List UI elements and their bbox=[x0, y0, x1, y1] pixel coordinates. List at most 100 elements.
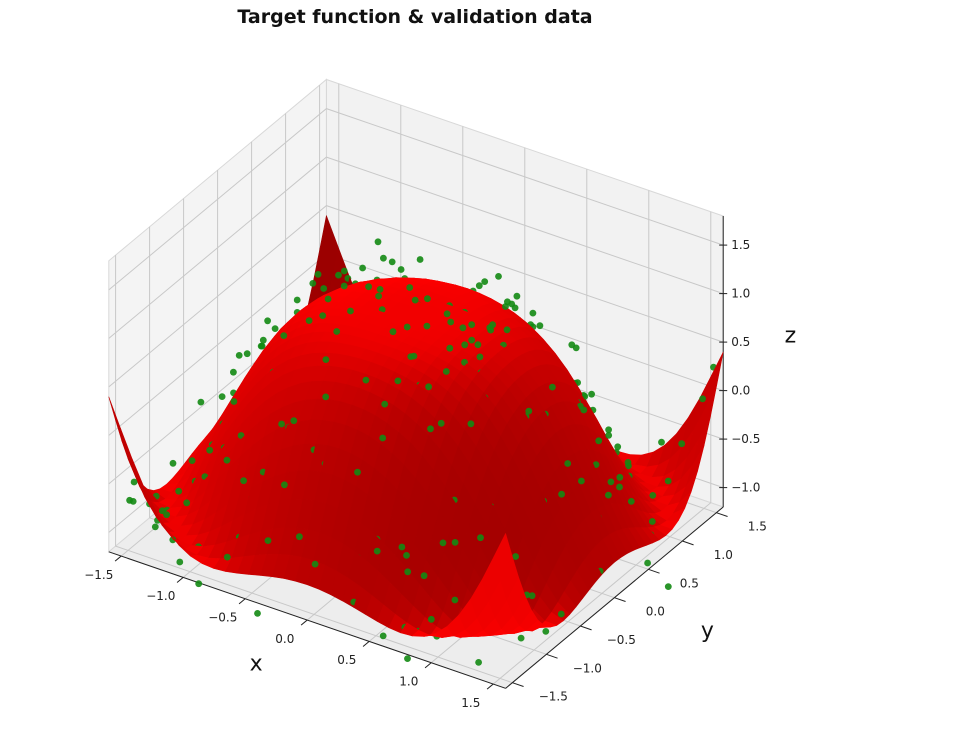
validation-point bbox=[443, 310, 451, 318]
validation-point bbox=[169, 459, 177, 467]
validation-point bbox=[568, 341, 576, 349]
validation-point bbox=[375, 292, 382, 300]
validation-point bbox=[424, 295, 431, 303]
y-tick-mark bbox=[512, 682, 524, 687]
validation-point bbox=[188, 457, 196, 464]
validation-point bbox=[129, 498, 137, 505]
validation-point bbox=[446, 344, 454, 352]
validation-point bbox=[235, 352, 243, 359]
validation-point bbox=[264, 317, 271, 325]
validation-point bbox=[335, 271, 342, 279]
validation-point bbox=[183, 499, 191, 507]
x-tick-label: 1.0 bbox=[399, 674, 418, 688]
validation-point bbox=[389, 328, 397, 336]
validation-point bbox=[379, 434, 387, 442]
validation-point bbox=[476, 353, 484, 361]
validation-point bbox=[425, 383, 432, 391]
y-tick-label: −1.0 bbox=[573, 661, 602, 675]
validation-point bbox=[557, 610, 565, 618]
x-tick-label: 1.5 bbox=[461, 696, 480, 710]
grid-line-z bbox=[108, 108, 724, 291]
x-tick-mark bbox=[114, 555, 122, 562]
validation-point bbox=[624, 459, 632, 466]
validation-point bbox=[281, 481, 288, 489]
x-tick-label: 0.5 bbox=[337, 653, 356, 667]
grid-line-z bbox=[108, 156, 724, 339]
validation-point bbox=[264, 537, 272, 544]
y-tick-label: 0.0 bbox=[646, 605, 665, 619]
validation-point bbox=[536, 322, 544, 330]
validation-point bbox=[468, 336, 476, 344]
validation-point bbox=[528, 592, 536, 600]
validation-point bbox=[398, 543, 406, 551]
validation-point bbox=[416, 256, 424, 263]
validation-point bbox=[439, 539, 447, 547]
validation-point bbox=[354, 468, 361, 476]
validation-point bbox=[373, 547, 381, 555]
validation-point bbox=[512, 553, 519, 560]
validation-point bbox=[322, 356, 330, 363]
x-tick-mark bbox=[300, 619, 308, 626]
validation-point bbox=[481, 278, 489, 285]
x-axis-label: x bbox=[250, 652, 263, 677]
x-tick-mark bbox=[176, 577, 184, 583]
validation-point bbox=[644, 559, 651, 567]
validation-point bbox=[451, 596, 459, 604]
validation-point bbox=[451, 539, 459, 546]
validation-point bbox=[517, 634, 525, 642]
x-tick-mark bbox=[424, 662, 432, 669]
validation-point bbox=[468, 321, 476, 328]
validation-point bbox=[169, 536, 177, 544]
surface-patch bbox=[493, 533, 513, 581]
validation-point bbox=[218, 393, 226, 400]
validation-point bbox=[475, 282, 483, 290]
validation-point bbox=[340, 282, 348, 290]
validation-point bbox=[495, 273, 502, 280]
validation-point bbox=[314, 271, 322, 278]
x-tick-label: −1.5 bbox=[84, 568, 113, 582]
validation-point bbox=[588, 390, 595, 398]
validation-point bbox=[442, 368, 450, 375]
validation-point bbox=[404, 568, 412, 576]
validation-point bbox=[230, 398, 238, 405]
axis-ticks: −1.5 −1.0 −0.5 0.0 0.5 1.0 1.5 −1.5 −1.0 −0.5 0.0 0… bbox=[84, 238, 767, 710]
validation-point bbox=[379, 632, 387, 640]
validation-point bbox=[305, 317, 313, 324]
surface-and-points bbox=[108, 215, 724, 666]
validation-point bbox=[404, 655, 411, 662]
y-tick-mark bbox=[546, 653, 558, 659]
validation-point bbox=[240, 477, 248, 485]
validation-point bbox=[320, 285, 328, 292]
x-tick-label: 0.0 bbox=[275, 632, 294, 646]
validation-point bbox=[607, 478, 615, 486]
validation-point bbox=[397, 266, 405, 273]
validation-point bbox=[362, 376, 370, 384]
validation-point bbox=[616, 473, 624, 481]
validation-point bbox=[486, 324, 494, 331]
z-axis-label: z bbox=[785, 324, 797, 349]
validation-point bbox=[381, 400, 389, 408]
y-tick-label: −1.5 bbox=[539, 690, 568, 704]
validation-point bbox=[340, 267, 348, 275]
validation-point bbox=[699, 395, 706, 403]
validation-point bbox=[293, 296, 301, 304]
validation-point bbox=[461, 341, 469, 349]
x-tick-mark bbox=[362, 641, 370, 647]
y-tick-label: 0.5 bbox=[680, 576, 699, 590]
y-tick-label: 1.5 bbox=[748, 520, 767, 534]
validation-point bbox=[374, 238, 382, 246]
validation-point bbox=[407, 353, 415, 360]
validation-point bbox=[290, 417, 298, 425]
validation-point bbox=[616, 483, 623, 491]
validation-point bbox=[605, 432, 613, 439]
validation-point bbox=[564, 460, 572, 467]
validation-point bbox=[322, 393, 330, 401]
validation-point bbox=[258, 342, 266, 350]
validation-point bbox=[197, 398, 205, 406]
grid-line-z bbox=[108, 205, 724, 388]
validation-point bbox=[658, 438, 665, 446]
validation-point bbox=[578, 477, 585, 485]
z-tick-label: −1.0 bbox=[731, 481, 760, 495]
validation-point bbox=[427, 615, 435, 623]
validation-point bbox=[549, 383, 556, 391]
